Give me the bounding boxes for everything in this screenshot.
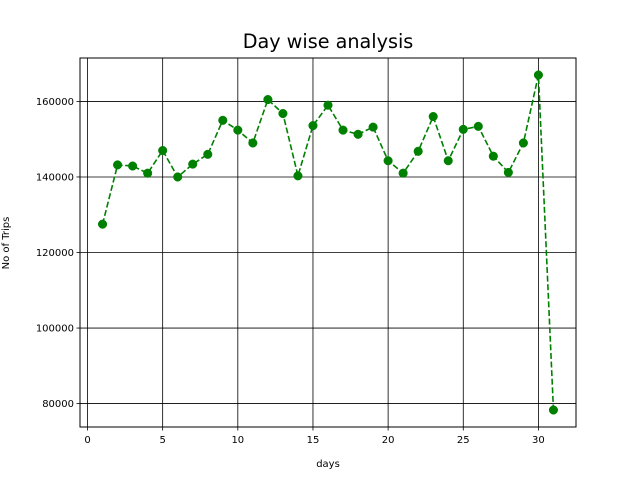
data-point	[143, 168, 153, 178]
data-point	[398, 168, 408, 178]
data-point	[173, 172, 183, 182]
x-tick-label: 0	[84, 435, 90, 446]
y-tick-label: 160000	[36, 97, 74, 108]
x-tick-label: 20	[382, 435, 395, 446]
x-axis-label: days	[316, 459, 340, 470]
data-point	[158, 145, 168, 156]
data-point	[263, 95, 273, 105]
data-point	[518, 138, 528, 148]
data-point	[353, 129, 363, 139]
data-point	[233, 125, 243, 135]
data-point	[308, 121, 318, 131]
series-line-0	[101, 74, 555, 411]
y-tick-label: 140000	[36, 172, 74, 183]
x-tick-label: 15	[307, 435, 320, 446]
data-point	[428, 111, 438, 122]
x-tick-label: 10	[231, 435, 244, 446]
data-point	[443, 156, 453, 166]
data-point	[368, 122, 378, 132]
data-point	[338, 125, 348, 135]
data-point	[413, 146, 423, 156]
grid	[80, 58, 576, 427]
data-point	[113, 160, 123, 170]
data-point	[383, 156, 393, 166]
series-markers	[98, 70, 559, 415]
data-point	[458, 124, 468, 134]
data-point	[203, 149, 213, 159]
y-tick-label: 120000	[36, 248, 74, 259]
x-tick-label: 30	[532, 435, 545, 446]
y-axis-ticks: 80000 100000 120000 140000 160000	[36, 97, 80, 410]
x-axis-ticks: 0 5 10 15 20 25 30	[84, 427, 545, 446]
data-point	[128, 161, 138, 171]
chart-title: Day wise analysis	[243, 30, 414, 53]
plot-frame	[79, 57, 577, 428]
y-tick-label: 80000	[42, 399, 74, 410]
data-point	[488, 151, 498, 161]
data-point	[248, 138, 258, 148]
data-point	[323, 100, 333, 110]
data-point	[278, 108, 288, 119]
data-point	[293, 171, 303, 181]
data-point	[218, 115, 228, 125]
data-point	[503, 167, 513, 177]
y-axis-label: No of Trips	[1, 217, 12, 270]
series-line	[101, 74, 555, 411]
data-point	[548, 405, 559, 415]
data-point	[533, 70, 543, 80]
x-tick-label: 5	[159, 435, 165, 446]
data-point	[188, 159, 198, 169]
data-point	[98, 219, 108, 229]
data-point	[473, 121, 483, 131]
x-tick-label: 25	[457, 435, 470, 446]
y-tick-label: 100000	[36, 324, 74, 335]
